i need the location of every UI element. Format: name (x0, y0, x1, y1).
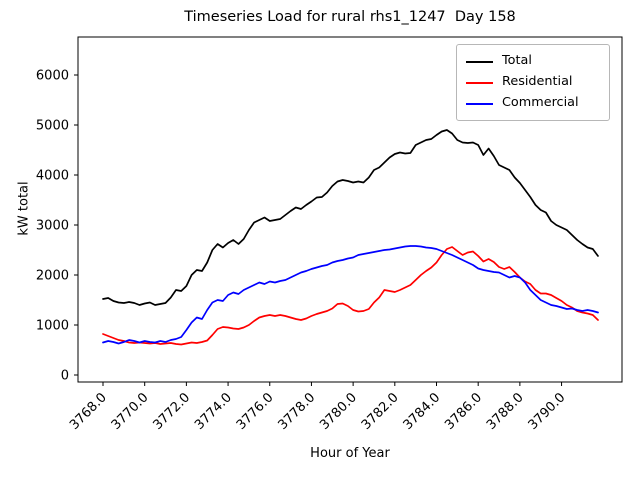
x-tick-label: 3782.0 (359, 390, 402, 433)
y-axis-label: kW total (16, 181, 32, 236)
x-axis-label: Hour of Year (310, 446, 390, 461)
legend: Total Residential Commercial (456, 44, 610, 121)
x-tick-label: 3786.0 (442, 390, 485, 433)
x-tick-label: 3778.0 (275, 390, 318, 433)
legend-entry-total: Total (466, 51, 601, 72)
residential-line-swatch (466, 81, 493, 84)
commercial-line-swatch (466, 102, 493, 105)
x-tick-label: 3776.0 (234, 390, 277, 433)
x-tick-label: 3790.0 (526, 390, 569, 433)
y-tick-label: 5000 (36, 119, 69, 134)
y-tick-label: 0 (61, 369, 69, 384)
y-tick-label: 4000 (36, 169, 69, 184)
x-tick-label: 3774.0 (192, 390, 235, 433)
x-tick-label: 3772.0 (150, 390, 193, 433)
series-line-residential (102, 246, 599, 346)
plot-border (77, 36, 623, 383)
x-tick-label: 3770.0 (109, 390, 152, 433)
x-tick-label: 3788.0 (484, 390, 527, 433)
y-tick-label: 6000 (36, 69, 69, 84)
series-line-total (102, 129, 599, 306)
legend-label-residential: Residential (502, 74, 573, 90)
y-tick-label: 1000 (36, 319, 69, 334)
x-tick-label: 3768.0 (67, 390, 110, 433)
chart-title: Timeseries Load for rural rhs1_1247 Day … (184, 9, 516, 25)
legend-entry-commercial: Commercial (466, 93, 601, 114)
y-tick-label: 3000 (36, 219, 69, 234)
legend-label-total: Total (502, 53, 532, 69)
x-tick-label: 3784.0 (401, 390, 444, 433)
legend-entry-residential: Residential (466, 72, 601, 93)
series-line-commercial (102, 245, 599, 345)
legend-label-commercial: Commercial (502, 95, 579, 111)
y-tick-label: 2000 (36, 269, 69, 284)
total-line-swatch (466, 60, 493, 63)
x-tick-label: 3780.0 (317, 390, 360, 433)
